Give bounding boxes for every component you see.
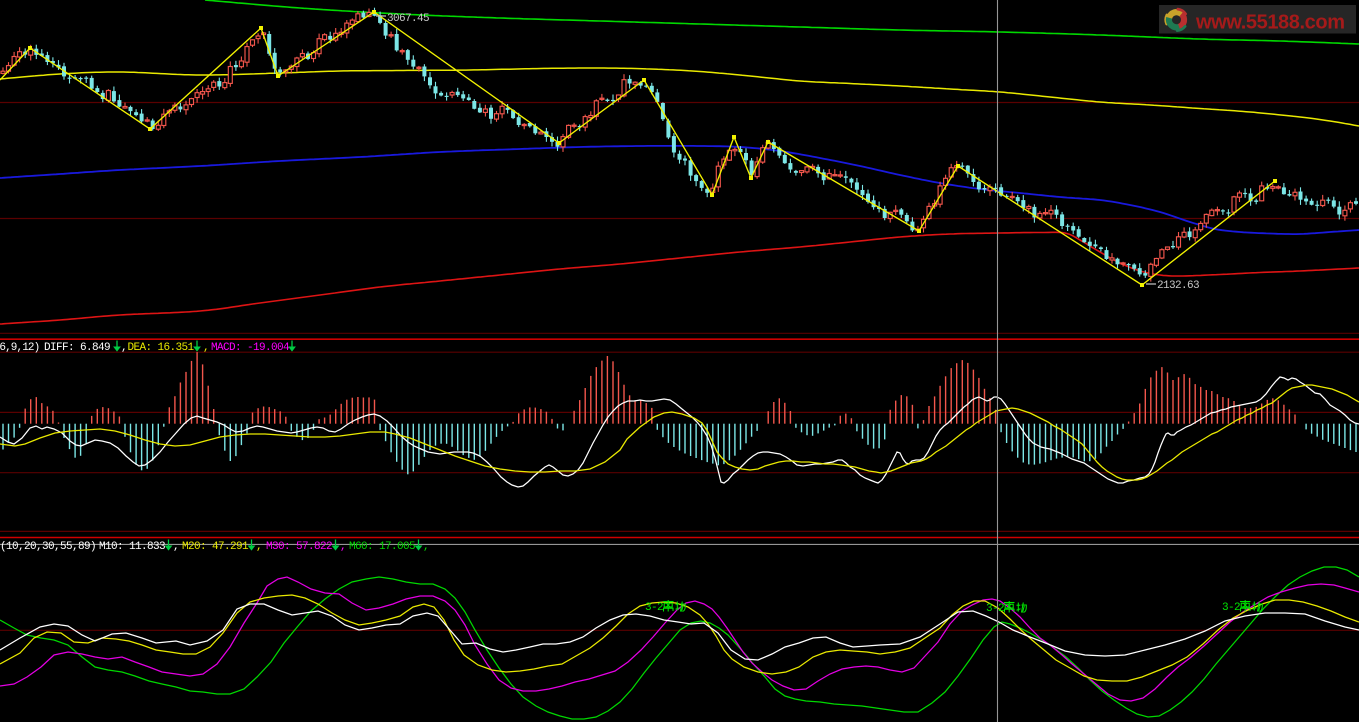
svg-text:,: ,	[340, 541, 346, 553]
svg-text:M20: 47.291: M20: 47.291	[182, 541, 249, 553]
svg-text:2132.63: 2132.63	[1157, 280, 1199, 292]
svg-text:3-2: 3-2	[1222, 602, 1240, 614]
svg-text:M10: 11.833: M10: 11.833	[99, 541, 165, 553]
svg-text:MACD: -19.004: MACD: -19.004	[211, 342, 290, 354]
svg-text:www.55188.com: www.55188.com	[1195, 12, 1345, 34]
svg-text:,: ,	[173, 541, 179, 553]
svg-text:DEA: 16.351: DEA: 16.351	[128, 342, 195, 354]
svg-text:3067.45: 3067.45	[387, 13, 429, 25]
svg-text:,: ,	[423, 541, 429, 553]
svg-text:,: ,	[121, 342, 127, 354]
svg-text:M30: 57.822: M30: 57.822	[266, 541, 332, 553]
svg-text:3-2: 3-2	[645, 602, 663, 614]
svg-text:DIFF: 6.849: DIFF: 6.849	[44, 342, 110, 354]
svg-text:,: ,	[256, 541, 262, 553]
svg-text:(10,20,30,55,89): (10,20,30,55,89)	[0, 541, 96, 553]
svg-text:,: ,	[203, 342, 209, 354]
svg-text:M60: 17.005: M60: 17.005	[349, 541, 415, 553]
svg-text:3-2: 3-2	[986, 603, 1004, 615]
svg-text:(26,9,12): (26,9,12)	[0, 342, 39, 354]
